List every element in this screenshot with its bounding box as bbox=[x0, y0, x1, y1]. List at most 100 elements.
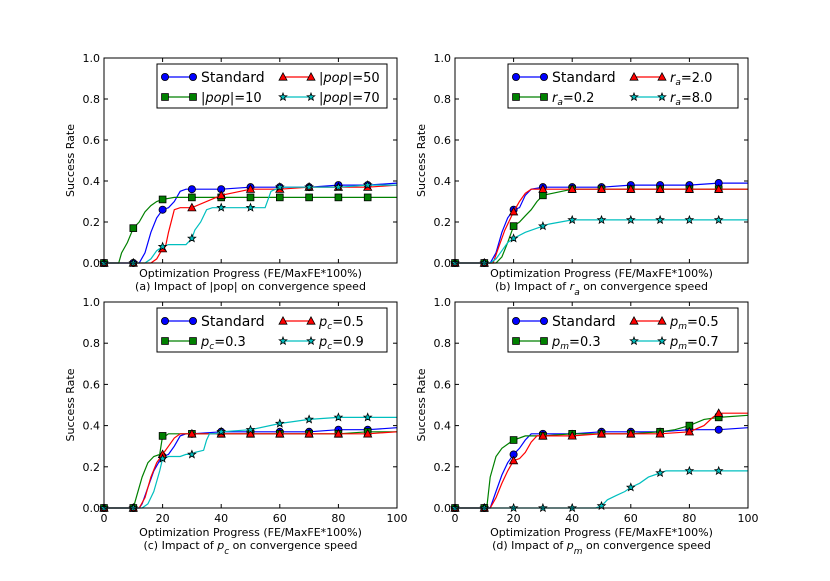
legend-entry-r-a-8-0: ra=8.0 bbox=[629, 91, 712, 108]
legend: Standard pc=0.5 pc=0.3 pc=0.9 bbox=[156, 307, 388, 353]
series-line bbox=[104, 431, 397, 509]
legend-label: Standard bbox=[552, 70, 616, 86]
data-point bbox=[216, 426, 227, 436]
plot-frame bbox=[103, 301, 398, 509]
legend-entry-pop-50: |pop|=50 bbox=[278, 71, 380, 86]
data-point bbox=[216, 190, 226, 199]
data-point bbox=[539, 191, 547, 200]
legend-label: pm=0.3 bbox=[551, 335, 601, 352]
data-point bbox=[304, 182, 314, 192]
legend-marker bbox=[629, 315, 639, 325]
y-tick-label: 0.8 bbox=[434, 337, 452, 350]
y-axis-label: Success Rate bbox=[64, 368, 77, 441]
legend-marker bbox=[512, 93, 520, 101]
series-line bbox=[455, 188, 748, 264]
x-tick-label: 40 bbox=[214, 512, 228, 525]
x-tick-label: 100 bbox=[387, 512, 408, 525]
panel-caption: (d) Impact of pm on convergence speed bbox=[492, 539, 711, 557]
data-point bbox=[158, 195, 167, 204]
legend-marker bbox=[657, 71, 667, 81]
legend-marker bbox=[189, 337, 197, 345]
legend-label: Standard bbox=[201, 314, 265, 330]
series-line bbox=[455, 427, 749, 509]
legend-label: pc=0.9 bbox=[318, 335, 364, 352]
legend-entry-standard: Standard bbox=[160, 70, 265, 86]
series-line bbox=[104, 427, 398, 509]
data-point bbox=[596, 428, 607, 438]
data-point bbox=[508, 233, 519, 243]
data-point bbox=[245, 428, 256, 438]
legend-label: pc=0.3 bbox=[200, 335, 246, 352]
data-point bbox=[333, 428, 344, 438]
y-tick-label: 0.4 bbox=[434, 420, 452, 433]
legend-marker bbox=[188, 73, 197, 82]
data-point bbox=[274, 418, 285, 428]
x-axis-label: Optimization Progress (FE/MaxFE*100%) bbox=[490, 267, 713, 280]
legend-marker bbox=[629, 71, 639, 81]
plot-frame bbox=[454, 57, 749, 264]
data-point bbox=[655, 467, 665, 478]
data-point bbox=[305, 193, 313, 202]
plot-frame bbox=[454, 301, 749, 509]
y-tick-label: 0.4 bbox=[83, 420, 101, 433]
y-tick-label: 0.0 bbox=[83, 257, 101, 270]
legend-marker bbox=[629, 91, 639, 102]
data-point bbox=[129, 224, 138, 232]
x-axis-label: Optimization Progress (FE/MaxFE*100%) bbox=[490, 526, 713, 539]
data-point bbox=[714, 408, 724, 417]
data-point bbox=[684, 465, 695, 476]
y-tick-label: 0.2 bbox=[83, 216, 101, 229]
data-point bbox=[157, 241, 168, 251]
chart-panel-1: 0.0 0.2 0.4 0.6 0.8 1.0 Standard |pop|=50 |pop|=… bbox=[64, 52, 398, 293]
data-point bbox=[508, 206, 519, 216]
series-line bbox=[104, 416, 397, 509]
legend-entry-p-m-0-3: pm=0.3 bbox=[512, 335, 601, 352]
y-tick-label: 1.0 bbox=[83, 52, 101, 65]
x-tick-label: 80 bbox=[331, 512, 345, 525]
x-axis-label: Optimization Progress (FE/MaxFE*100%) bbox=[139, 526, 362, 539]
series-pop-10 bbox=[100, 193, 397, 267]
legend-marker bbox=[161, 337, 169, 345]
data-point bbox=[509, 436, 518, 444]
data-point bbox=[275, 428, 285, 438]
data-point bbox=[216, 202, 227, 212]
data-point bbox=[187, 428, 197, 438]
legend-label: |pop|=70 bbox=[319, 91, 380, 106]
data-point bbox=[655, 428, 665, 438]
data-point bbox=[714, 184, 724, 193]
legend-entry-p-m-0-7: pm=0.7 bbox=[629, 335, 719, 352]
y-tick-label: 0.2 bbox=[434, 461, 452, 474]
legend-entry-standard: Standard bbox=[512, 70, 616, 86]
y-tick-label: 0.2 bbox=[83, 461, 101, 474]
legend: Standard ra=2.0 ra=0.2 ra=8.0 bbox=[507, 63, 739, 109]
data-point bbox=[625, 214, 636, 225]
legend-marker bbox=[657, 91, 667, 102]
panel-caption: (c) Impact of pc on convergence speed bbox=[143, 539, 357, 557]
chart-panel-2: 0.0 0.2 0.4 0.6 0.8 1.0 Standard ra=2.0 ra=0.2 ra… bbox=[415, 52, 749, 298]
data-point bbox=[655, 214, 665, 225]
y-tick-label: 0.0 bbox=[83, 502, 101, 515]
data-point bbox=[304, 428, 314, 438]
legend-entry-p-c-0-9: pc=0.9 bbox=[278, 335, 364, 352]
legend-marker bbox=[278, 71, 288, 81]
legend-marker bbox=[278, 315, 288, 325]
legend-marker bbox=[160, 316, 169, 325]
y-axis-label: Success Rate bbox=[64, 124, 77, 197]
data-point bbox=[275, 193, 284, 202]
panel-caption: (b) Impact of ra on convergence speed bbox=[495, 280, 708, 298]
x-tick-label: 20 bbox=[507, 512, 521, 525]
x-tick-label: 0 bbox=[101, 512, 108, 525]
x-tick-label: 60 bbox=[273, 512, 287, 525]
legend-entry-p-m-0-5: pm=0.5 bbox=[629, 315, 719, 332]
legend-marker bbox=[306, 315, 316, 325]
legend-label: Standard bbox=[552, 314, 616, 330]
y-tick-label: 0.2 bbox=[434, 216, 452, 229]
x-tick-label: 0 bbox=[452, 512, 459, 525]
legend-marker bbox=[657, 315, 667, 325]
legend-label: ra=8.0 bbox=[670, 91, 712, 108]
series-p-m-0-7 bbox=[450, 465, 748, 513]
series-r-a-8-0 bbox=[450, 214, 748, 268]
legend-entry-standard: Standard bbox=[160, 314, 265, 330]
data-point bbox=[158, 432, 167, 440]
data-point bbox=[362, 412, 373, 422]
